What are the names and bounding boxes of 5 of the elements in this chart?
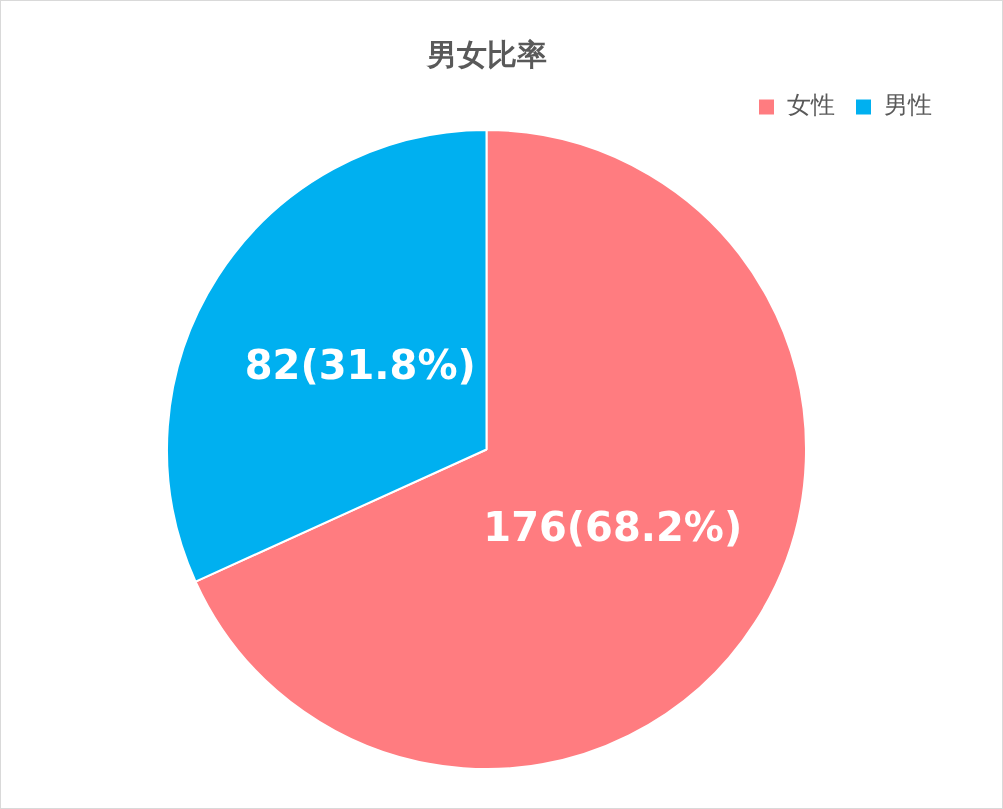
chart-title: 男女比率 <box>425 36 547 72</box>
legend-label: 女性 <box>787 91 835 120</box>
data-label: 176(68.2%) <box>483 504 743 551</box>
data-label: 82(31.8%) <box>244 341 476 388</box>
legend-label: 男性 <box>884 91 932 120</box>
